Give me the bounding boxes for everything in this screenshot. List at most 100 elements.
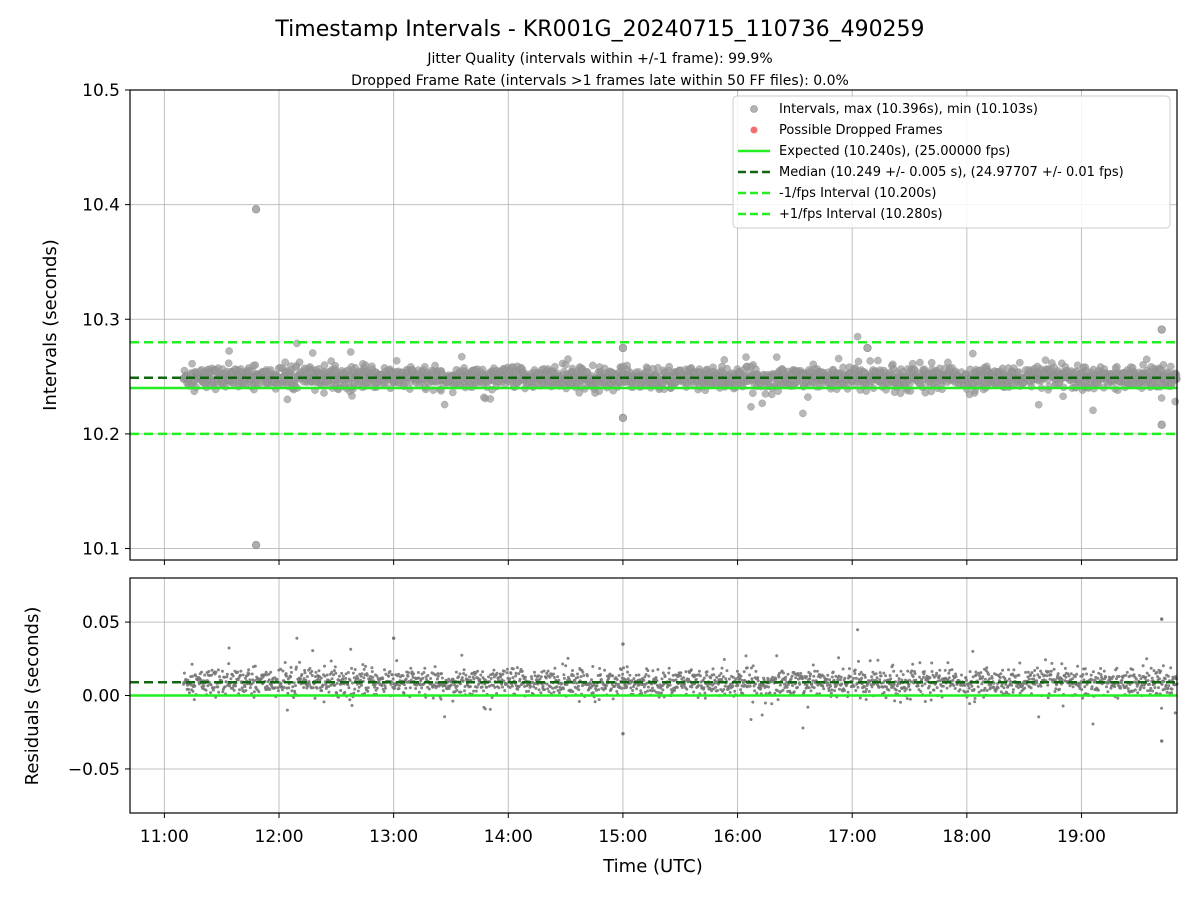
residual-point — [863, 675, 867, 679]
residual-point — [239, 669, 243, 673]
residual-point — [575, 681, 579, 685]
residual-point — [439, 697, 443, 701]
residual-point — [460, 676, 464, 680]
residual-point — [1105, 685, 1108, 689]
residual-point — [728, 690, 732, 694]
residual-point — [353, 687, 357, 691]
residual-point — [199, 678, 203, 682]
residual-point — [209, 683, 213, 687]
residual-point — [642, 685, 646, 689]
residual-point — [383, 668, 386, 672]
residual-point — [943, 668, 947, 672]
interval-point — [346, 348, 355, 356]
residual-point — [1159, 669, 1163, 673]
residual-point — [218, 675, 222, 679]
residual-point — [1032, 674, 1036, 678]
residual-point — [841, 667, 845, 671]
residual-point — [950, 668, 954, 672]
residual-point — [303, 671, 307, 675]
residual-point — [937, 674, 941, 678]
residual-point — [329, 659, 333, 663]
residual-point — [838, 678, 842, 682]
residual-point — [1145, 671, 1149, 675]
residual-point — [381, 677, 385, 681]
residual-point — [1124, 673, 1128, 677]
residual-point — [721, 675, 725, 679]
y-tick-label: 10.1 — [82, 540, 120, 560]
residual-point — [661, 688, 665, 692]
residual-point — [495, 671, 499, 675]
residual-point — [327, 690, 331, 694]
residual-point — [225, 675, 229, 679]
residual-point — [809, 672, 813, 676]
residual-point — [897, 677, 901, 681]
residual-point — [865, 687, 869, 691]
residual-point — [790, 674, 794, 678]
residual-point — [422, 671, 426, 674]
residual-point — [1060, 678, 1064, 681]
residual-point — [786, 672, 790, 676]
residual-point — [720, 666, 724, 670]
residual-point — [220, 669, 224, 673]
residual-point — [401, 674, 405, 678]
residual-point — [576, 672, 579, 676]
residual-point — [1133, 688, 1137, 692]
residual-point — [674, 678, 678, 682]
residual-point — [1007, 668, 1010, 672]
residual-point — [838, 687, 841, 691]
residual-point — [454, 670, 458, 674]
residual-point — [983, 677, 987, 681]
residual-point — [646, 669, 650, 673]
residual-point — [341, 674, 345, 678]
residual-point — [476, 669, 480, 673]
residual-point — [1082, 678, 1086, 682]
residual-point — [541, 684, 545, 688]
residual-point — [760, 713, 764, 717]
residual-point — [332, 669, 336, 673]
residual-point — [412, 672, 415, 676]
residual-point — [464, 673, 468, 677]
residual-outlier-point — [1160, 617, 1164, 621]
residual-point — [451, 699, 455, 703]
residual-point — [1083, 685, 1087, 689]
residual-point — [479, 673, 483, 677]
residual-point — [853, 672, 857, 675]
residual-point — [826, 673, 830, 677]
residual-point — [875, 676, 879, 680]
residual-point — [805, 675, 808, 679]
residual-point — [887, 688, 891, 692]
residual-point — [1010, 683, 1014, 687]
residual-point — [1157, 686, 1160, 690]
residual-point — [433, 665, 437, 669]
residual-point — [684, 670, 688, 674]
residual-point — [871, 678, 874, 682]
interval-point — [448, 388, 457, 397]
interval-point — [348, 392, 356, 400]
residual-point — [398, 684, 401, 687]
interval-point — [1041, 356, 1050, 365]
residual-point — [913, 672, 917, 675]
residual-point — [685, 687, 689, 691]
residual-point — [557, 691, 561, 695]
residual-point — [856, 685, 860, 689]
residual-point — [362, 667, 366, 671]
residual-point — [350, 704, 354, 707]
residual-point — [1038, 675, 1042, 679]
residual-point — [402, 683, 406, 687]
residual-point — [807, 686, 811, 690]
residual-point — [714, 685, 718, 689]
residual-point — [349, 647, 353, 651]
residual-point — [351, 681, 354, 685]
residual-point — [397, 687, 401, 691]
residual-point — [626, 670, 630, 674]
residual-point — [216, 685, 220, 689]
residual-point — [668, 677, 672, 681]
residual-point — [1067, 674, 1071, 678]
residual-point — [889, 677, 893, 681]
residual-point — [347, 686, 351, 690]
residual-point — [932, 688, 936, 692]
interval-point — [283, 395, 292, 404]
residual-point — [781, 688, 785, 692]
residual-point — [590, 678, 593, 682]
residual-point — [475, 685, 479, 689]
